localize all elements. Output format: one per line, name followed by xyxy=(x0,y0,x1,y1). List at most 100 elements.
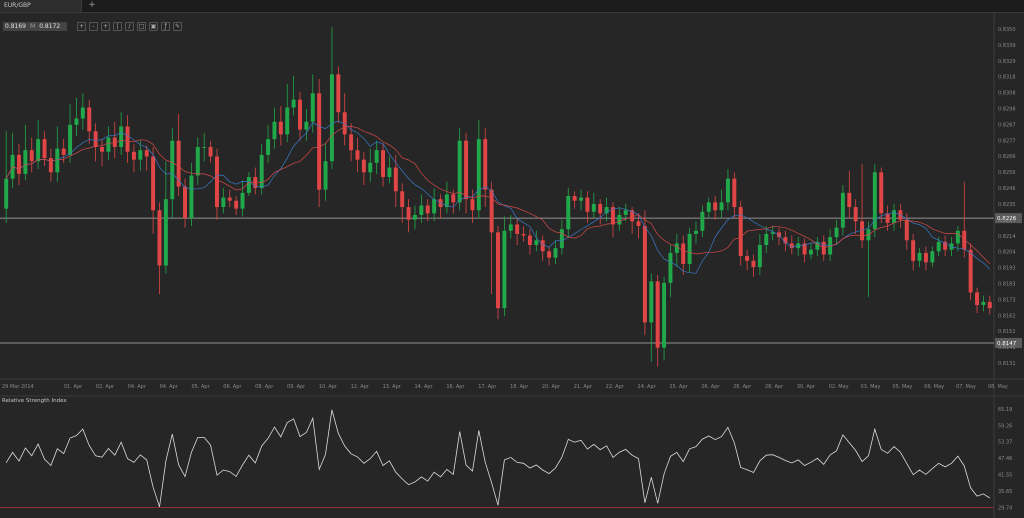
quote-separator: M xyxy=(30,23,36,30)
candle-body xyxy=(23,150,28,174)
indicator-icon[interactable]: ƒ xyxy=(161,22,170,31)
add-tab-icon[interactable]: + xyxy=(88,0,96,10)
tab-eurgbp[interactable]: EUR/GBP xyxy=(0,0,82,12)
candle-body xyxy=(227,197,232,201)
candle-body xyxy=(259,154,264,189)
rsi-line xyxy=(5,409,991,508)
date-tick: 25. Apr xyxy=(669,384,688,390)
candle-body xyxy=(515,224,520,234)
candle-body xyxy=(649,281,654,323)
date-tick: 24. Apr xyxy=(638,384,657,390)
date-tick: 06. Apr xyxy=(223,384,242,390)
price-tick: 0.8193 xyxy=(998,266,1016,272)
crosshair-icon[interactable]: + xyxy=(101,22,110,31)
date-tick: 28. Apr xyxy=(733,384,752,390)
candle-body xyxy=(183,186,188,219)
candle-body xyxy=(253,177,258,189)
candle-body xyxy=(847,192,852,208)
candle-body xyxy=(955,230,960,244)
candle-body xyxy=(106,137,111,152)
candle-body xyxy=(572,196,577,201)
candle-body xyxy=(668,252,673,283)
candle-body xyxy=(687,233,692,264)
candle-body xyxy=(400,191,405,208)
candle-body xyxy=(777,232,782,238)
price-panel xyxy=(0,13,1024,518)
candle-body xyxy=(361,159,366,173)
candle-body xyxy=(387,167,392,178)
template-icon[interactable]: ▣ xyxy=(149,22,158,31)
candle-body xyxy=(553,248,558,258)
candle-body xyxy=(412,214,417,220)
candle-body xyxy=(240,192,245,209)
candle-body xyxy=(470,199,475,211)
rsi-tick: 65.19 xyxy=(998,407,1012,413)
rsi-tick: 59.26 xyxy=(998,423,1012,429)
candle-body xyxy=(381,150,386,178)
candle-body xyxy=(706,202,711,212)
price-tick: 0.8162 xyxy=(998,313,1016,319)
candle-body xyxy=(662,282,667,348)
candle-body xyxy=(591,203,596,212)
candle-body xyxy=(892,210,896,223)
draw-icon[interactable]: / xyxy=(125,22,134,31)
zoom-out-icon[interactable]: - xyxy=(89,22,98,31)
rsi-tick: 35.65 xyxy=(998,489,1012,495)
candle-body xyxy=(802,243,807,255)
candle-body xyxy=(681,243,686,264)
candle-body xyxy=(496,232,500,309)
price-tick: 0.8235 xyxy=(998,202,1016,208)
candle-body xyxy=(119,126,124,148)
candle-body xyxy=(757,244,762,268)
price-tick: 0.8298 xyxy=(998,107,1016,113)
level-label-bg-upper xyxy=(995,213,1022,224)
level-label-bg-lower xyxy=(995,337,1022,348)
candle-body xyxy=(534,240,539,245)
candle-body xyxy=(74,118,79,125)
rsi-title: Relative Strength Index xyxy=(2,398,67,404)
candle-body xyxy=(764,233,769,245)
chart-toolbar: + - + | / □ ▣ ƒ ✎ xyxy=(77,22,182,31)
price-tick: 0.8224 xyxy=(998,218,1016,224)
settings-icon[interactable]: ✎ xyxy=(173,22,182,31)
candle-body xyxy=(655,281,660,348)
candle-body xyxy=(789,243,794,249)
candle-body xyxy=(374,150,379,163)
date-tick: 08. May xyxy=(988,384,1008,390)
date-tick: 13. Apr xyxy=(383,384,402,390)
rsi-tick: 47.46 xyxy=(998,456,1012,462)
bid-price: 0.8169 xyxy=(5,23,26,30)
price-tick: 0.8308 xyxy=(998,91,1016,97)
candle-body xyxy=(713,202,718,211)
date-tick: 21. Apr xyxy=(574,384,593,390)
date-tick: 03. May xyxy=(861,384,881,390)
candle-body xyxy=(285,107,290,135)
candle-body xyxy=(521,233,526,236)
candle-body xyxy=(61,148,66,155)
candle-body xyxy=(674,243,679,253)
date-tick: 02. May xyxy=(829,384,849,390)
date-tick: 08. Apr xyxy=(255,384,274,390)
candle-body xyxy=(987,301,992,309)
candle-body xyxy=(100,147,104,152)
candle-body xyxy=(840,192,845,228)
candle-body xyxy=(923,252,928,263)
date-tick: 12. Apr xyxy=(351,384,370,390)
date-tick: 20. Apr xyxy=(542,384,561,390)
candle-body xyxy=(291,99,296,108)
candle-body xyxy=(112,137,117,148)
candle-body xyxy=(131,151,136,160)
screenshot-icon[interactable]: □ xyxy=(137,22,146,31)
candle-body xyxy=(610,207,615,225)
candle-body xyxy=(157,210,162,266)
candle-body xyxy=(464,140,469,200)
candle-body xyxy=(725,178,730,203)
ask-price: 0.8172 xyxy=(39,23,61,30)
candle-body xyxy=(444,194,449,208)
candle-body xyxy=(566,196,571,230)
candle-body xyxy=(266,139,271,155)
candles-icon[interactable]: | xyxy=(113,22,122,31)
price-tick: 0.8329 xyxy=(998,59,1016,65)
zoom-in-icon[interactable]: + xyxy=(77,22,86,31)
price-tick: 0.8141 xyxy=(998,345,1016,351)
